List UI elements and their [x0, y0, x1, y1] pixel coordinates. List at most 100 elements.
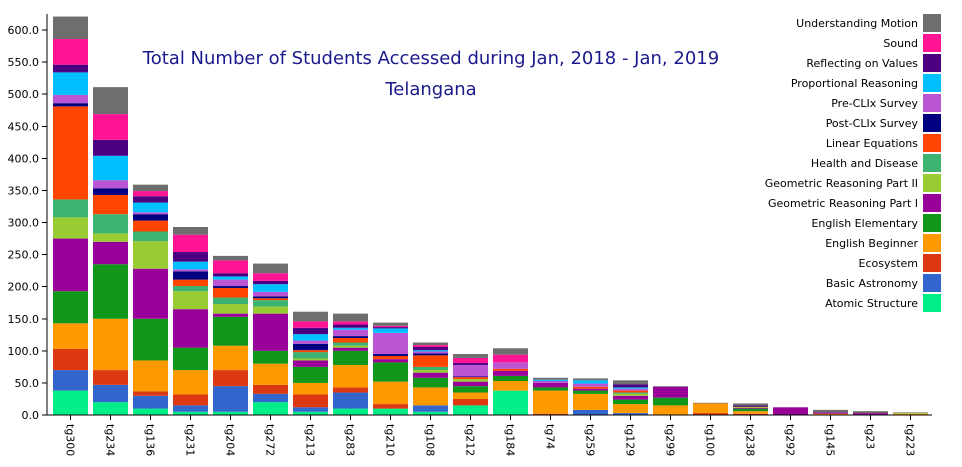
bar-segment-tg74 — [533, 390, 568, 414]
x-axis: tg300 tg234 tg136 tg231 tg204 tg272 tg213 tg283… — [47, 414, 932, 456]
y-tick-label: 0.0 — [22, 409, 40, 422]
legend-label: English Beginner — [825, 237, 918, 250]
bar-segment-tg108 — [413, 366, 448, 371]
bar-segment-tg272 — [253, 363, 288, 385]
bar-segment-tg136 — [133, 391, 168, 396]
bar-segment-tg213 — [293, 352, 328, 359]
legend-swatch — [923, 294, 941, 312]
x-tick-label: tg145 — [824, 424, 837, 456]
bar-segment-tg283 — [333, 327, 368, 330]
bar-segment-tg300 — [53, 291, 88, 324]
bar-segment-tg210 — [373, 327, 408, 329]
bar-segment-tg213 — [293, 382, 328, 395]
bar-segment-tg212 — [453, 354, 488, 358]
bar-segment-tg283 — [333, 324, 368, 328]
bar-segment-tg23 — [853, 411, 888, 414]
bar-segment-tg212 — [453, 377, 488, 380]
bar-segment-tg136 — [133, 231, 168, 242]
y-tick-label: 500.0 — [8, 88, 40, 101]
legend-swatch — [923, 14, 941, 32]
bar-segment-tg283 — [333, 350, 368, 365]
x-tick-label: tg213 — [304, 424, 317, 456]
bar-segment-tg108 — [413, 353, 448, 356]
bar-segment-tg238 — [733, 407, 768, 408]
bar-segment-tg136 — [133, 202, 168, 213]
legend-label: Proportional Reasoning — [791, 77, 918, 90]
bar-segment-tg300 — [53, 323, 88, 349]
bar-segment-tg74 — [533, 387, 568, 391]
bar-segment-tg259 — [573, 380, 608, 384]
bar-segment-tg283 — [333, 329, 368, 337]
bar-segment-tg210 — [373, 404, 408, 409]
bar-segment-tg234 — [93, 87, 128, 115]
bar-segment-tg184 — [493, 390, 528, 415]
bar-segment-tg136 — [133, 268, 168, 319]
x-tick-label: tg259 — [584, 424, 597, 456]
bar-segment-tg136 — [133, 196, 168, 203]
bar-segment-tg300 — [53, 348, 88, 371]
legend-swatch — [923, 114, 941, 132]
x-tick-label: tg204 — [224, 424, 237, 456]
bar-segment-tg100 — [693, 413, 728, 415]
chart-title: Total Number of Students Accessed during… — [142, 48, 719, 69]
bar-segment-tg259 — [573, 409, 608, 415]
legend-swatch — [923, 214, 941, 232]
bar-segment-tg204 — [213, 313, 248, 317]
legend-label: Basic Astronomy — [826, 277, 919, 290]
bar-segment-tg108 — [413, 351, 448, 354]
bar-segment-tg283 — [333, 342, 368, 346]
bar-segment-tg204 — [213, 286, 248, 288]
bar-segment-tg231 — [173, 261, 208, 270]
bar-segment-tg145 — [813, 409, 848, 413]
bar-segment-tg129 — [613, 390, 648, 393]
bar-segment-tg145 — [813, 412, 848, 414]
bar-segment-tg300 — [53, 390, 88, 415]
bar-segment-tg234 — [93, 233, 128, 242]
bar-segment-tg223 — [893, 412, 928, 414]
legend-swatch — [923, 274, 941, 292]
bar-segment-tg259 — [573, 386, 608, 389]
bar-segment-tg259 — [573, 393, 608, 410]
bar-segment-tg212 — [453, 392, 488, 399]
bar-segment-tg272 — [253, 298, 288, 301]
bar-segment-tg129 — [613, 387, 648, 389]
bar-segment-tg108 — [413, 405, 448, 412]
bar-segment-tg283 — [333, 408, 368, 415]
bar-segment-tg213 — [293, 343, 328, 351]
bar-segment-tg234 — [93, 370, 128, 385]
legend-label: Geometric Reasoning Part II — [765, 177, 918, 190]
bar-segment-tg213 — [293, 340, 328, 344]
bar-segment-tg299 — [653, 405, 688, 415]
x-tick-label: tg100 — [704, 424, 717, 456]
bar-segment-tg204 — [213, 273, 248, 277]
bar-segment-tg300 — [53, 199, 88, 218]
bar-segment-tg100 — [693, 402, 728, 404]
bar-segment-tg129 — [613, 384, 648, 388]
bar-segment-tg234 — [93, 180, 128, 189]
bar-segment-tg234 — [93, 241, 128, 265]
x-tick-label: tg231 — [184, 424, 197, 456]
bar-segment-tg300 — [53, 106, 88, 200]
x-tick-label: tg210 — [384, 424, 397, 456]
y-tick-label: 550.0 — [8, 56, 40, 69]
bar-segment-tg283 — [333, 345, 368, 348]
bar-segment-tg204 — [213, 260, 248, 274]
bar-segment-tg108 — [413, 387, 448, 406]
bar-segment-tg213 — [293, 311, 328, 322]
legend: Understanding Motion Sound Reflecting on V… — [765, 14, 941, 312]
bar-segment-tg283 — [333, 364, 368, 388]
x-tick-label: tg234 — [104, 424, 117, 456]
bar-segment-tg272 — [253, 291, 288, 297]
bar-segment-tg204 — [213, 386, 248, 412]
legend-swatch — [923, 34, 941, 52]
x-tick-label: tg223 — [904, 424, 917, 456]
x-tick-label: tg238 — [744, 424, 757, 456]
bar-segment-tg108 — [413, 411, 448, 415]
bar-segment-tg212 — [453, 357, 488, 364]
bar-segment-tg108 — [413, 377, 448, 388]
bar-segment-tg259 — [573, 390, 608, 394]
legend-swatch — [923, 194, 941, 212]
bar-segment-tg204 — [213, 316, 248, 346]
x-tick-label: tg74 — [544, 424, 557, 449]
